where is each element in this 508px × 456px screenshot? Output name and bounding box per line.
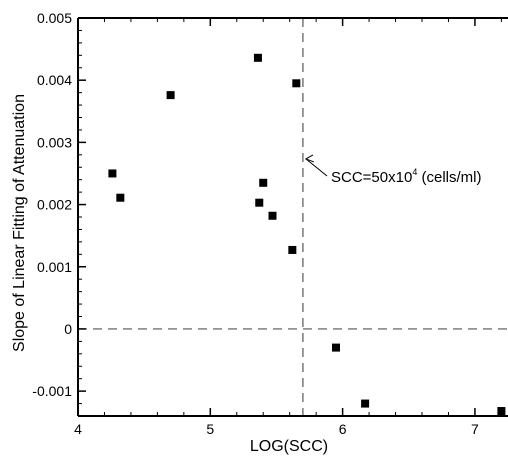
y-tick-label: -0.001 (32, 383, 72, 399)
x-tick-label: 7 (471, 421, 479, 437)
y-tick-label: 0.002 (37, 197, 72, 213)
annotation-arrow-line (305, 158, 328, 177)
data-point (259, 178, 268, 187)
y-axis-title: Slope of Linear Fitting of Attenuation (11, 94, 28, 352)
y-tick-label: 0.004 (37, 72, 72, 88)
annotation: SCC=50x104 (cells/ml) (304, 154, 482, 186)
data-point (116, 193, 125, 202)
axes: 4 5 6 7 -0.001 0 0.001 0.002 0.003 0.004 0.005 (32, 10, 508, 437)
x-tick-label: 5 (206, 421, 214, 437)
data-points (108, 53, 506, 416)
data-point (253, 53, 262, 62)
data-point (255, 198, 264, 207)
x-tick-label: 4 (74, 421, 82, 437)
annotation-label: SCC=50x104 (cells/ml) (331, 167, 482, 186)
y-tick-label: 0.001 (37, 259, 72, 275)
y-tick-label: 0.003 (37, 134, 72, 150)
y-tick-label: 0.005 (37, 10, 72, 26)
data-point (292, 79, 301, 88)
data-point (497, 407, 506, 416)
reference-lines (78, 18, 508, 416)
x-axis-title: LOG(SCC) (250, 438, 328, 455)
data-point (268, 211, 277, 220)
annotation-arrow-head (304, 154, 315, 163)
data-point (166, 91, 175, 100)
data-point (108, 169, 117, 178)
data-point (332, 343, 340, 352)
data-point (361, 399, 370, 408)
data-point (288, 245, 297, 254)
y-tick-label: 0 (64, 321, 72, 337)
x-tick-label: 6 (339, 421, 347, 437)
